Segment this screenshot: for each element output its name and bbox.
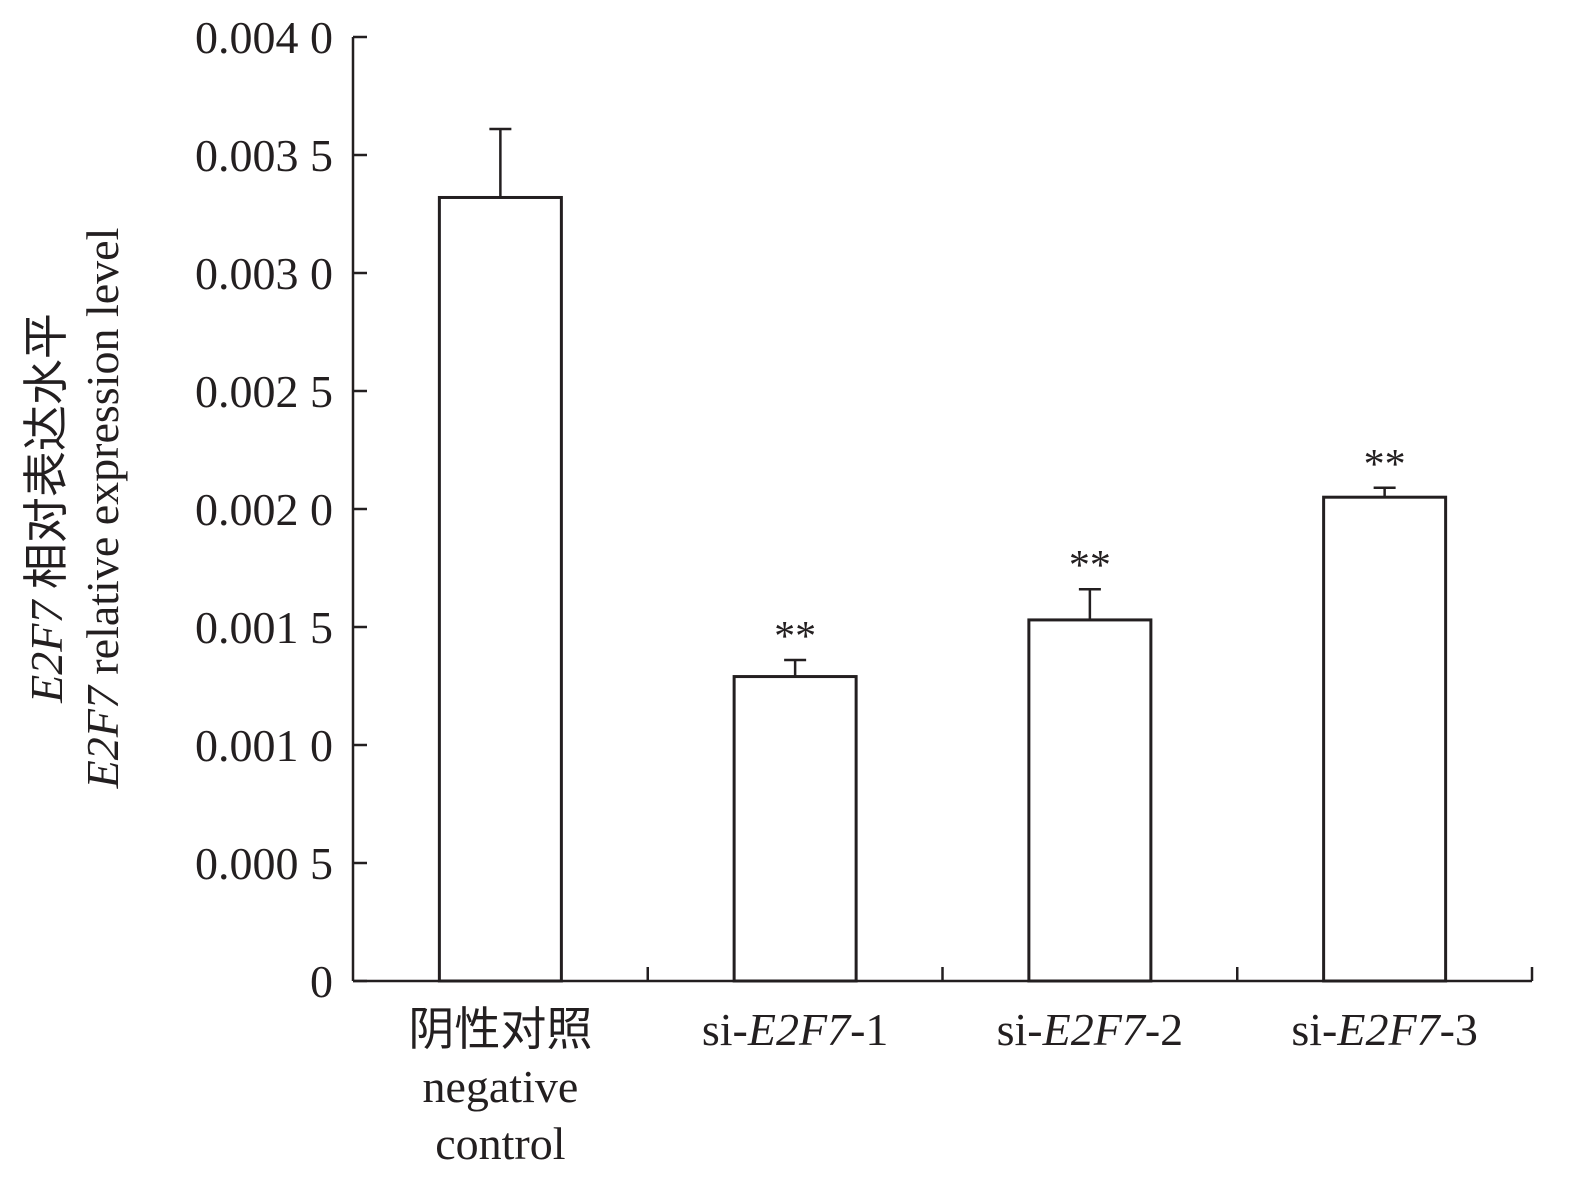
category-labels: 阴性对照 negative control si-E2F7-1 si-E2F7-2 si-… [408, 1004, 1478, 1169]
y-axis-title-line1: E2F7 相对表达水平 [21, 313, 72, 704]
x-tick-label: si-E2F7-2 [997, 1004, 1184, 1055]
bar [437, 195, 563, 983]
bar [732, 675, 858, 983]
significance-label: ** [1364, 442, 1406, 488]
y-tick-label: 0.003 0 [195, 248, 333, 299]
significance-label: ** [774, 614, 816, 660]
significance-label: ** [1069, 543, 1111, 589]
x-tick-label: negative [422, 1061, 578, 1112]
bar [1027, 618, 1153, 983]
y-tick-label: 0.001 5 [195, 602, 333, 653]
y-axis-title-line2: E2F7 relative expression level [77, 228, 128, 790]
y-tick-label: 0 [310, 956, 333, 1007]
y-tick-label: 0.000 5 [195, 838, 333, 889]
axes: 0 0.000 5 0.001 0 0.001 5 0.002 0 0.002 5 0.00… [195, 12, 1534, 1007]
y-tick-label: 0.002 5 [195, 366, 333, 417]
y-tick-label: 0.004 0 [195, 12, 333, 63]
y-tick-label: 0.001 0 [195, 720, 333, 771]
y-tick-label: 0.002 0 [195, 484, 333, 535]
x-tick-label: control [435, 1118, 565, 1169]
bars: ** ** ** [437, 127, 1448, 983]
x-tick-label: 阴性对照 [408, 1004, 592, 1055]
x-tick-label: si-E2F7-1 [702, 1004, 889, 1055]
y-tick-label: 0.003 5 [195, 130, 333, 181]
bar [1322, 495, 1448, 983]
x-tick-label: si-E2F7-3 [1291, 1004, 1478, 1055]
